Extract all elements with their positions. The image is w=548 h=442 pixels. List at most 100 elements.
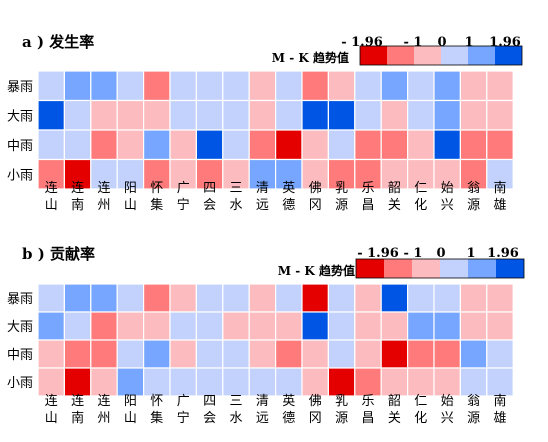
heatmap-cell xyxy=(354,367,382,397)
legend-tick-pos196: 1.96 xyxy=(487,246,519,261)
heatmap-cell xyxy=(116,129,145,161)
column-label: 翁 xyxy=(467,394,480,409)
heatmap-cell xyxy=(301,99,329,131)
heatmap-cell xyxy=(222,367,250,397)
heatmap-cell xyxy=(169,70,197,102)
heatmap-cell xyxy=(433,158,461,190)
column-label: 三 xyxy=(229,181,242,196)
heatmap-cell xyxy=(37,339,65,369)
heatmap-cell xyxy=(195,99,224,131)
heatmap-cell xyxy=(433,129,461,161)
row-label: 中雨 xyxy=(7,139,33,154)
heatmap-cell xyxy=(459,99,488,131)
row-label: 大雨 xyxy=(7,109,33,124)
heatmap-cell xyxy=(433,283,461,313)
legend-title: M - K 趋势值 xyxy=(278,263,355,278)
legend-frame xyxy=(359,45,523,66)
heatmap-cell xyxy=(116,311,145,341)
heatmap-cell xyxy=(63,311,92,341)
heatmap-cell xyxy=(275,283,303,313)
panel-a-title: a ) 发生率 xyxy=(22,33,94,51)
heatmap-cell xyxy=(459,129,488,161)
heatmap-cell xyxy=(37,70,65,102)
heatmap-cell xyxy=(459,367,488,397)
column-label: 连 xyxy=(45,180,58,196)
heatmap-cell xyxy=(222,283,250,313)
column-label: 雄 xyxy=(493,198,506,213)
heatmap-cell xyxy=(275,367,303,397)
heatmap-cell xyxy=(407,339,435,369)
column-label: 怀 xyxy=(150,394,163,409)
heatmap-cell xyxy=(143,129,171,161)
heatmap-cell xyxy=(116,70,145,102)
heatmap-cell xyxy=(169,311,197,341)
legend-swatch xyxy=(384,259,412,278)
row-label: 暴雨 xyxy=(7,80,33,95)
heatmap-cell xyxy=(195,339,224,369)
heatmap-cell xyxy=(63,129,92,161)
heatmap-cell xyxy=(407,99,435,131)
heatmap-cell xyxy=(354,283,382,313)
column-label: 雄 xyxy=(493,411,506,426)
column-label: 兴 xyxy=(441,198,454,213)
row-label: 暴雨 xyxy=(7,292,33,307)
heatmap-cell xyxy=(37,129,65,161)
heatmap-cell xyxy=(433,311,461,341)
legend-swatch xyxy=(441,46,468,65)
heatmap-cell xyxy=(63,339,92,369)
heatmap-cell xyxy=(222,311,250,341)
heatmap-cell xyxy=(459,339,488,369)
heatmap-cell xyxy=(116,367,145,397)
panel-b-title: b ) 贡献率 xyxy=(22,245,95,263)
column-label: 冈 xyxy=(309,411,322,426)
heatmap-cell xyxy=(37,367,65,397)
column-label: 会 xyxy=(203,198,216,213)
column-label: 州 xyxy=(97,198,110,213)
heatmap-cell xyxy=(90,311,118,341)
heatmap-cell xyxy=(380,129,409,161)
heatmap-cell xyxy=(354,129,382,161)
heatmap-cell xyxy=(116,158,145,190)
heatmap-cell xyxy=(195,129,224,161)
column-label: 仁 xyxy=(414,394,427,409)
heatmap-cell xyxy=(407,70,435,102)
heatmap-cell xyxy=(486,339,514,369)
heatmap-cell xyxy=(275,99,303,131)
heatmap-cell xyxy=(380,158,409,190)
column-label: 南 xyxy=(71,410,84,426)
column-label: 宁 xyxy=(177,410,190,426)
heatmap-cell xyxy=(275,339,303,369)
legend-tick-neg196: - 1.96 xyxy=(357,246,399,261)
column-label: 翁 xyxy=(467,181,480,196)
legend-swatch xyxy=(387,46,414,65)
column-label: 山 xyxy=(45,198,58,213)
heatmap-cell xyxy=(486,129,514,161)
column-label: 集 xyxy=(150,410,163,426)
column-label: 英 xyxy=(282,181,295,196)
heatmap-cell xyxy=(459,158,488,190)
heatmap-cell xyxy=(459,283,488,313)
heatmap-cell xyxy=(169,99,197,131)
heatmap-cell xyxy=(90,283,118,313)
heatmap-cell xyxy=(195,311,224,341)
heatmap-cell xyxy=(248,129,277,161)
legend-tick-zero: 0 xyxy=(437,35,446,50)
heatmap-grid xyxy=(37,70,514,190)
heatmap-cell xyxy=(169,283,197,313)
legend-swatch xyxy=(412,259,440,278)
heatmap-cell xyxy=(116,99,145,131)
heatmap-cell xyxy=(407,367,435,397)
legend-swatches xyxy=(359,45,523,66)
heatmap-cell xyxy=(301,339,329,369)
heatmap-cell xyxy=(143,158,171,190)
column-label: 水 xyxy=(229,198,242,213)
column-label: 关 xyxy=(388,411,401,426)
column-label: 韶 xyxy=(388,393,401,409)
row-label: 大雨 xyxy=(7,320,33,335)
legend-frame xyxy=(355,258,525,279)
heatmap-cell xyxy=(354,339,382,369)
heatmap-cell xyxy=(143,339,171,369)
